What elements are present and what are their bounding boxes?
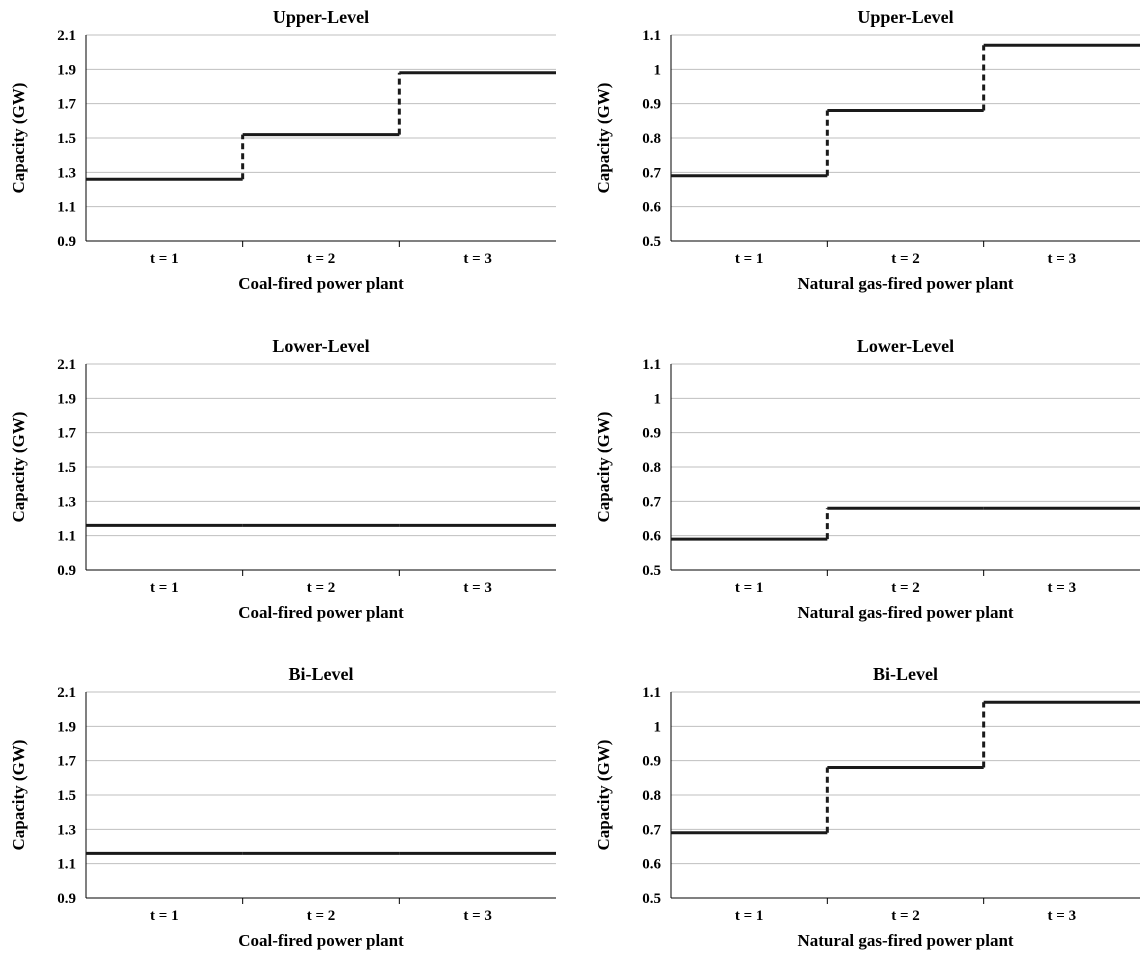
x-tick-label: t = 2 <box>891 251 920 267</box>
y-tick-label: 1.7 <box>57 97 76 113</box>
x-axis-title: Coal-fired power plant <box>238 603 404 622</box>
y-tick-label: 0.8 <box>642 460 661 476</box>
chart-panel-4: 0.5 0.6 0.7 0.8 0.9 1 1.1 t = 1 t = 2 t = 3 Lower-… <box>594 336 1140 622</box>
y-axis-title: Capacity (GW) <box>594 412 613 523</box>
y-tick-label: 0.9 <box>57 891 76 907</box>
chart-panel-6: 0.5 0.6 0.7 0.8 0.9 1 1.1 t = 1 t = 2 t = 3 Bi-Lev… <box>594 664 1140 950</box>
x-tick-label: t = 3 <box>1048 908 1077 924</box>
y-tick-label: 1.3 <box>57 165 76 181</box>
y-tick-label: 0.9 <box>57 563 76 579</box>
y-tick-label: 2.1 <box>57 28 76 44</box>
y-tick-label: 0.9 <box>57 234 76 250</box>
y-axis-title: Capacity (GW) <box>9 740 28 851</box>
chart-title: Bi-Level <box>873 664 938 684</box>
y-tick-label: 1.5 <box>57 131 76 147</box>
chart-panel-2: 0.5 0.6 0.7 0.8 0.9 1 1.1 t = 1 t = 2 t = 3 Upper-… <box>594 7 1140 293</box>
y-tick-label: 1 <box>654 719 662 735</box>
y-tick-label: 2.1 <box>57 357 76 373</box>
x-axis-title: Coal-fired power plant <box>238 931 404 950</box>
x-tick-label: t = 2 <box>891 580 920 596</box>
x-tick-label: t = 1 <box>150 580 179 596</box>
y-tick-label: 0.9 <box>642 97 661 113</box>
x-tick-label: t = 2 <box>891 908 920 924</box>
y-tick-label: 0.8 <box>642 788 661 804</box>
y-tick-label: 0.9 <box>642 426 661 442</box>
y-tick-label: 1.9 <box>57 719 76 735</box>
y-tick-label: 1.1 <box>642 357 661 373</box>
x-axis-title: Natural gas-fired power plant <box>797 931 1013 950</box>
y-tick-label: 0.5 <box>642 234 661 250</box>
y-axis-title: Capacity (GW) <box>9 412 28 523</box>
y-axis-title: Capacity (GW) <box>594 83 613 194</box>
x-axis-title: Natural gas-fired power plant <box>797 274 1013 293</box>
y-tick-label: 0.7 <box>642 822 661 838</box>
chart-panel-5: 0.9 1.1 1.3 1.5 1.7 1.9 2.1 t = 1 t = 2 t = 3 Bi-L… <box>9 664 556 950</box>
x-tick-label: t = 2 <box>307 580 336 596</box>
x-tick-label: t = 3 <box>463 908 492 924</box>
y-tick-label: 1.1 <box>57 857 76 873</box>
y-tick-label: 0.7 <box>642 494 661 510</box>
chart-title: Upper-Level <box>857 7 953 27</box>
y-tick-label: 1.1 <box>642 685 661 701</box>
y-tick-label: 0.7 <box>642 165 661 181</box>
x-tick-label: t = 3 <box>463 251 492 267</box>
y-tick-label: 0.9 <box>642 754 661 770</box>
y-tick-label: 0.8 <box>642 131 661 147</box>
chart-panel-1: 0.9 1.1 1.3 1.5 1.7 1.9 2.1 t = 1 t = 2 t = 3 Uppe… <box>9 7 556 293</box>
y-tick-label: 1.1 <box>57 529 76 545</box>
y-axis-title: Capacity (GW) <box>594 740 613 851</box>
x-tick-label: t = 2 <box>307 908 336 924</box>
x-tick-label: t = 3 <box>1048 580 1077 596</box>
y-tick-label: 1.1 <box>57 200 76 216</box>
y-tick-label: 1.3 <box>57 822 76 838</box>
y-tick-label: 2.1 <box>57 685 76 701</box>
chart-title: Bi-Level <box>289 664 354 684</box>
y-tick-label: 1.9 <box>57 391 76 407</box>
y-axis-title: Capacity (GW) <box>9 83 28 194</box>
y-tick-label: 1.7 <box>57 426 76 442</box>
chart-title: Upper-Level <box>273 7 369 27</box>
y-tick-label: 1.5 <box>57 788 76 804</box>
x-tick-label: t = 1 <box>735 580 764 596</box>
chart-title: Lower-Level <box>857 336 954 356</box>
y-tick-label: 1 <box>654 62 662 78</box>
x-tick-label: t = 3 <box>463 580 492 596</box>
y-tick-label: 0.5 <box>642 891 661 907</box>
x-tick-label: t = 2 <box>307 251 336 267</box>
y-tick-label: 1.7 <box>57 754 76 770</box>
y-tick-label: 1.5 <box>57 460 76 476</box>
y-tick-label: 1.9 <box>57 62 76 78</box>
x-axis-title: Natural gas-fired power plant <box>797 603 1013 622</box>
y-tick-label: 0.5 <box>642 563 661 579</box>
y-tick-label: 1.3 <box>57 494 76 510</box>
y-tick-label: 1.1 <box>642 28 661 44</box>
x-axis-title: Coal-fired power plant <box>238 274 404 293</box>
x-tick-label: t = 1 <box>735 908 764 924</box>
x-tick-label: t = 3 <box>1048 251 1077 267</box>
y-tick-label: 1 <box>654 391 662 407</box>
y-tick-label: 0.6 <box>642 200 661 216</box>
x-tick-label: t = 1 <box>150 908 179 924</box>
x-tick-label: t = 1 <box>150 251 179 267</box>
y-tick-label: 0.6 <box>642 529 661 545</box>
chart-panel-3: 0.9 1.1 1.3 1.5 1.7 1.9 2.1 t = 1 t = 2 t = 3 Lowe… <box>9 336 556 622</box>
chart-title: Lower-Level <box>272 336 369 356</box>
x-tick-label: t = 1 <box>735 251 764 267</box>
y-tick-label: 0.6 <box>642 857 661 873</box>
